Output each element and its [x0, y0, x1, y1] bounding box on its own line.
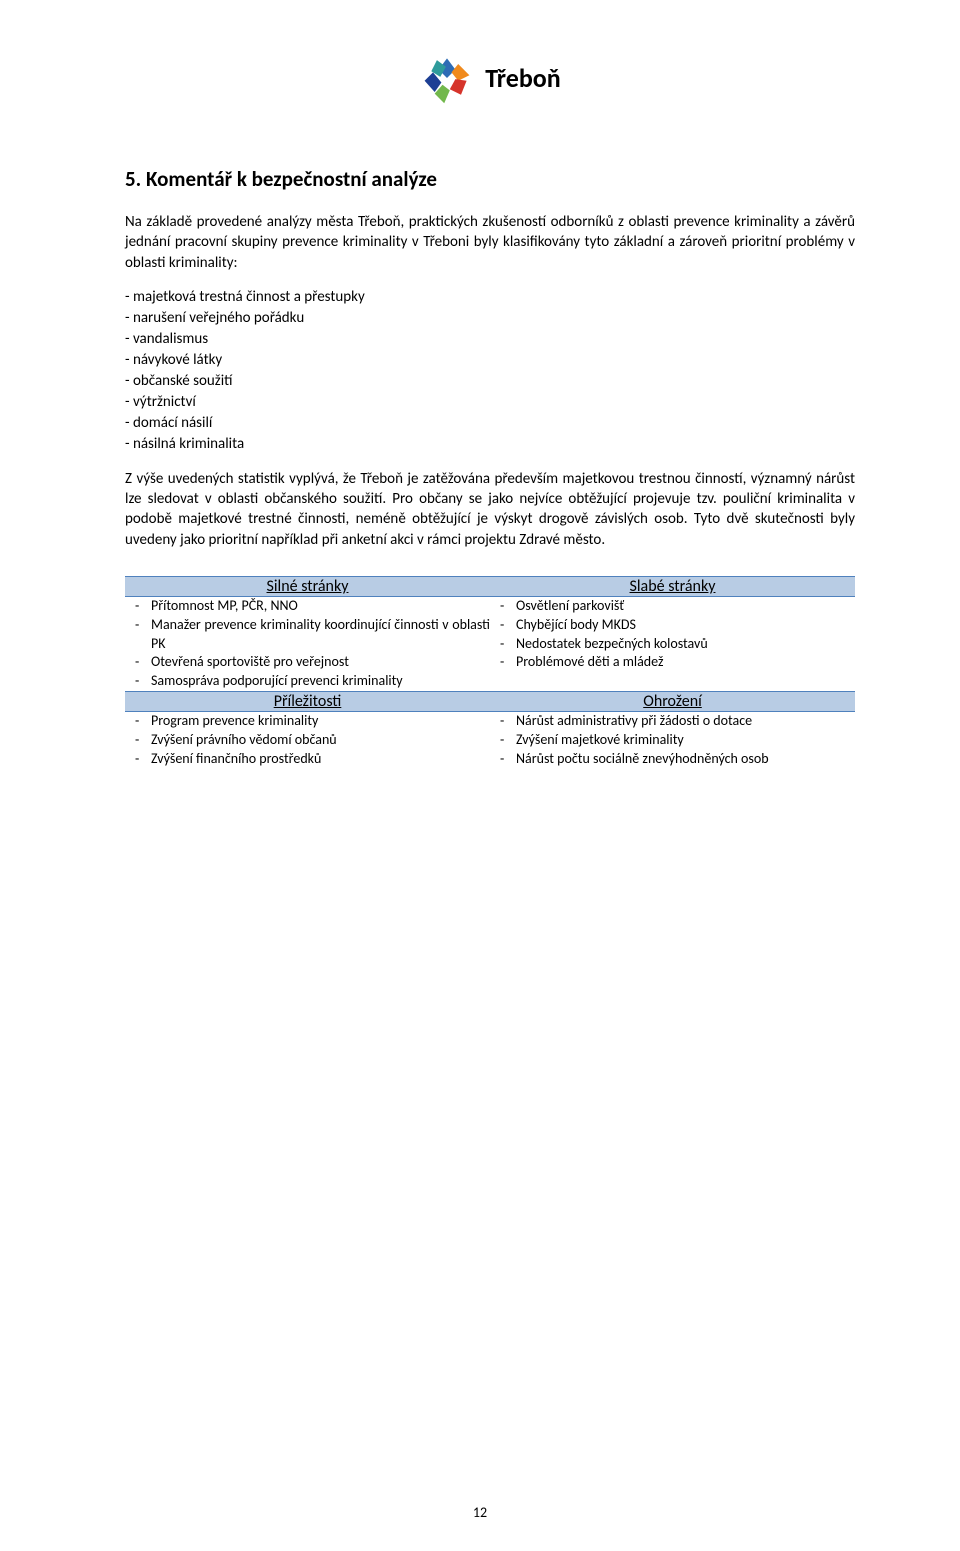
swot-body-strengths: Přítomnost MP, PČR, NNO Manažer prevence…: [125, 596, 490, 691]
list-item: Zvýšení majetkové kriminality: [490, 731, 855, 750]
list-item: - návykové látky: [125, 350, 855, 371]
list-item: Otevřená sportoviště pro veřejnost: [125, 653, 490, 672]
swot-head-strengths: Silné stránky: [125, 576, 490, 596]
list-item: - majetková trestná činnost a přestupky: [125, 287, 855, 308]
swot-body-opportunities: Program prevence kriminality Zvýšení prá…: [125, 712, 490, 769]
logo-text: Třeboň: [485, 62, 560, 94]
section-title: 5. Komentář k bezpečnostní analýze: [125, 166, 855, 192]
list-item: Přítomnost MP, PČR, NNO: [125, 597, 490, 616]
swot-body-threats: Nárůst administrativy při žádosti o dota…: [490, 712, 855, 769]
list-item: - domácí násilí: [125, 413, 855, 434]
list-item: Manažer prevence kriminality koordinujíc…: [125, 616, 490, 654]
list-item: - vandalismus: [125, 329, 855, 350]
swot-head-weaknesses: Slabé stránky: [490, 576, 855, 596]
list-item: Zvýšení právního vědomí občanů: [125, 731, 490, 750]
list-item: - narušení veřejného pořádku: [125, 308, 855, 329]
list-item: Osvětlení parkovišť: [490, 597, 855, 616]
list-item: Nárůst počtu sociálně znevýhodněných oso…: [490, 750, 855, 769]
list-item: Problémové děti a mládež: [490, 653, 855, 672]
list-item: Samospráva podporující prevenci kriminal…: [125, 672, 490, 691]
list-item: Nárůst administrativy při žádosti o dota…: [490, 712, 855, 731]
list-item: Nedostatek bezpečných kolostavů: [490, 635, 855, 654]
swot-head-threats: Ohrožení: [490, 692, 855, 712]
logo-icon: [419, 50, 475, 106]
intro-paragraph: Na základě provedené analýzy města Třebo…: [125, 212, 855, 273]
header-logo: Třeboň: [125, 50, 855, 106]
list-item: - výtržnictví: [125, 392, 855, 413]
body-paragraph: Z výše uvedených statistik vyplývá, že T…: [125, 469, 855, 550]
list-item: Zvýšení finančního prostředků: [125, 750, 490, 769]
list-item: - občanské soužití: [125, 371, 855, 392]
page-number: 12: [0, 1504, 960, 1521]
swot-table: Silné stránky Slabé stránky Přítomnost M…: [125, 576, 855, 769]
document-page: Třeboň 5. Komentář k bezpečnostní analýz…: [0, 0, 960, 1551]
list-item: Program prevence kriminality: [125, 712, 490, 731]
list-item-label: Manažer prevence kriminality koordinujíc…: [151, 616, 490, 652]
swot-head-opportunities: Příležitosti: [125, 692, 490, 712]
list-item: Chybějící body MKDS: [490, 616, 855, 635]
problems-list: - majetková trestná činnost a přestupky …: [125, 287, 855, 455]
list-item: - násilná kriminalita: [125, 434, 855, 455]
swot-body-weaknesses: Osvětlení parkovišť Chybějící body MKDS …: [490, 596, 855, 691]
